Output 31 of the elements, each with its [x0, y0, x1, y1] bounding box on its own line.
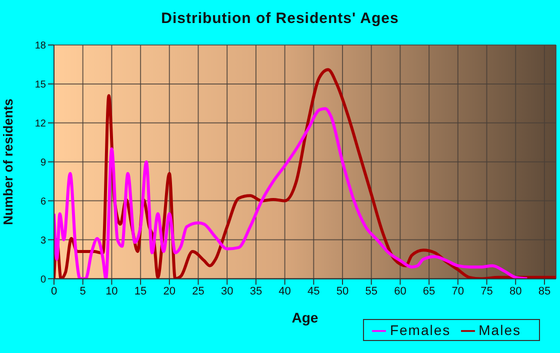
y-tick-label: 6 [40, 196, 46, 208]
y-tick-label: 0 [40, 274, 46, 286]
x-tick-label: 70 [452, 286, 464, 298]
x-tick-label: 50 [336, 286, 349, 298]
x-tick-label: 40 [278, 286, 291, 298]
x-tick-label: 30 [220, 286, 234, 298]
y-tick-label: 15 [34, 80, 46, 90]
legend-label: Males [478, 322, 521, 338]
x-tick-label: 60 [394, 286, 406, 298]
x-tick-label: 20 [163, 286, 176, 298]
y-tick-label: 18 [34, 40, 46, 52]
x-tick-label: 5 [80, 286, 86, 298]
x-tick-label: 80 [509, 286, 522, 298]
chart-title: Distribution of Residents' Ages [160, 10, 400, 27]
y-tick-label: 12 [34, 118, 46, 130]
y-tick-label: 3 [40, 235, 46, 246]
x-tick-label: 85 [538, 286, 551, 298]
x-axis-title: Age [292, 310, 318, 326]
line-series [54, 107, 529, 279]
legend-label: Females [390, 322, 451, 338]
x-tick-label: 65 [422, 286, 436, 298]
x-tick-label: 25 [192, 286, 204, 298]
x-tick-label: 75 [480, 286, 493, 298]
x-tick-label: 55 [365, 286, 378, 298]
y-axis-title: Number of residents [0, 98, 16, 226]
x-tick-label: 15 [134, 286, 147, 298]
x-tick-label: 0 [50, 286, 58, 298]
x-tick-label: 45 [308, 286, 320, 298]
x-tick-label: 35 [250, 286, 262, 298]
x-tick-label: 10 [106, 286, 118, 298]
y-tick-label: 9 [40, 157, 46, 168]
